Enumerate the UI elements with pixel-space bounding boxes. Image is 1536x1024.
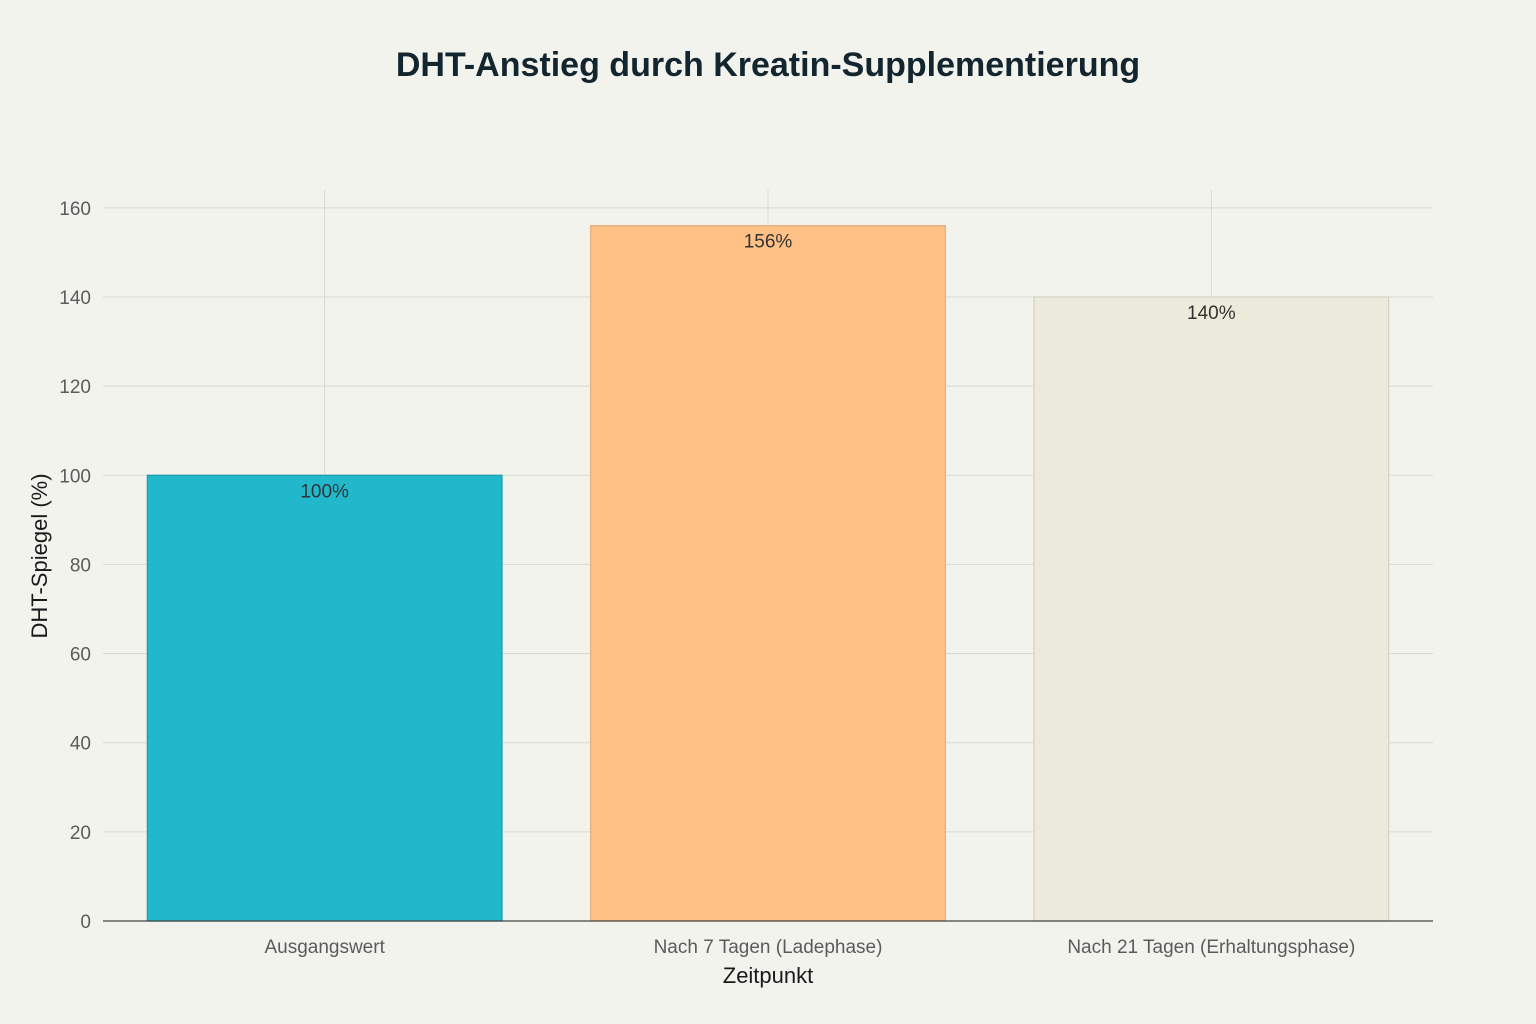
y-tick-label: 0 [80, 912, 91, 933]
y-tick-label: 20 [70, 823, 91, 844]
y-tick-label: 40 [70, 734, 91, 755]
y-axis-ticks: 0 20 40 60 80 100 120 140 160 [59, 199, 91, 933]
bar [1033, 296, 1390, 922]
bar [146, 474, 503, 922]
y-tick-label: 100 [59, 466, 91, 487]
x-axis-title: Zeitpunkt [723, 963, 814, 988]
data-label: 140% [1187, 303, 1236, 324]
bars [146, 225, 1390, 922]
x-tick-label: Nach 21 Tagen (Erhaltungsphase) [1067, 937, 1355, 958]
y-tick-label: 120 [59, 377, 91, 398]
x-tick-label: Ausgangswert [264, 937, 385, 958]
y-tick-label: 140 [59, 288, 91, 309]
data-labels: 100% 156% 140% [300, 232, 1235, 503]
y-tick-label: 160 [59, 199, 91, 220]
data-label: 100% [300, 481, 349, 502]
y-axis-title: DHT-Spiegel (%) [27, 473, 52, 638]
y-tick-label: 80 [70, 555, 91, 576]
x-axis-ticks: Ausgangswert Nach 7 Tagen (Ladephase) Nach… [264, 937, 1355, 958]
bar [590, 225, 946, 922]
chart-title: DHT-Anstieg durch Kreatin-Supplementieru… [396, 46, 1140, 84]
y-tick-label: 60 [70, 645, 91, 666]
data-label: 156% [744, 232, 793, 253]
x-tick-label: Nach 7 Tagen (Ladephase) [654, 937, 883, 958]
